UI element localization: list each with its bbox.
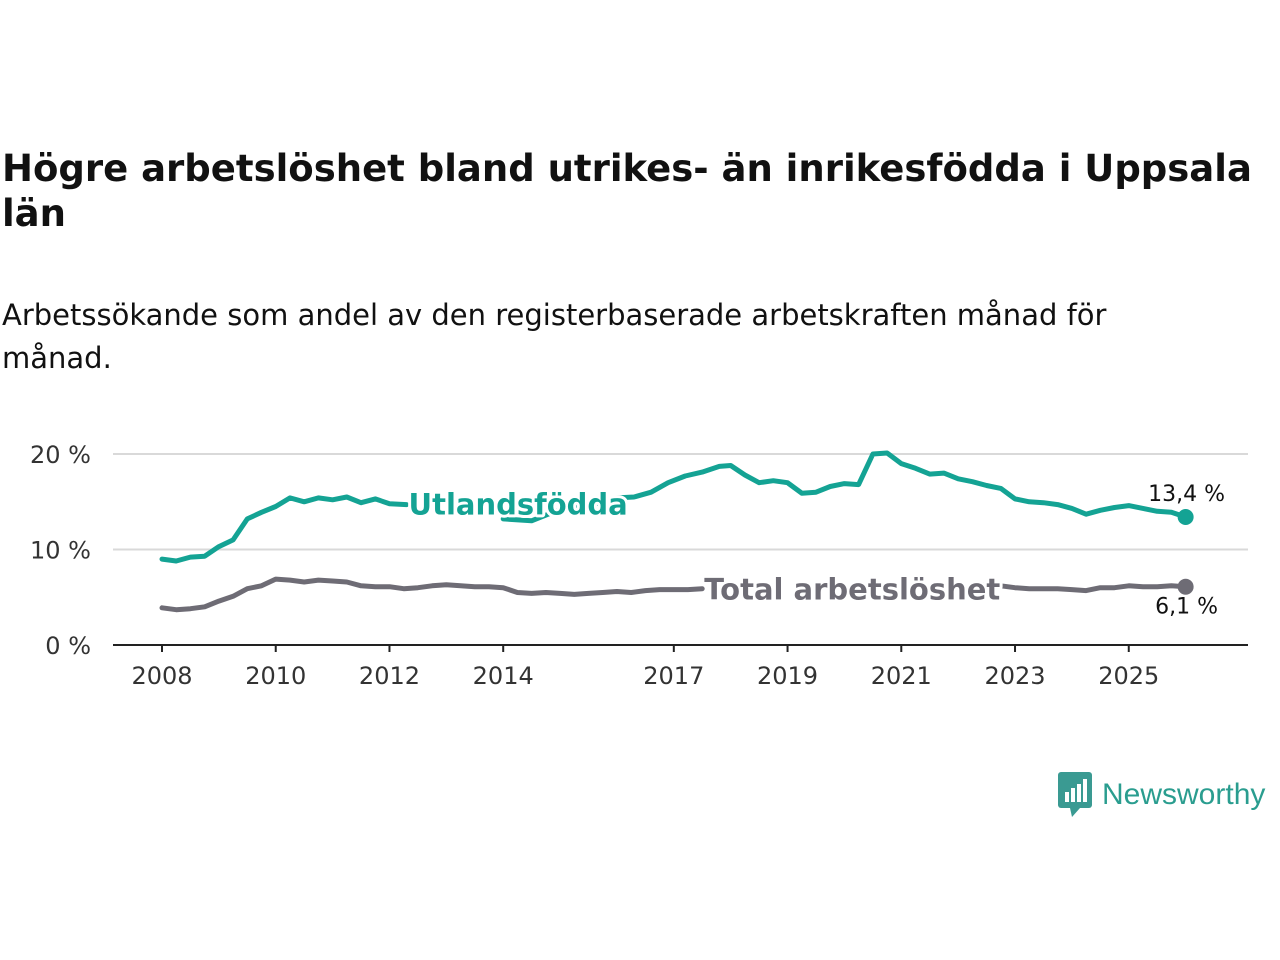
newsworthy-brand[interactable]: Newsworthy bbox=[1058, 772, 1265, 818]
newsworthy-logo-icon bbox=[1058, 772, 1092, 817]
x-tick-label: 2023 bbox=[984, 662, 1045, 690]
y-tick-label: 10 % bbox=[30, 537, 91, 565]
y-tick-label: 20 % bbox=[30, 441, 91, 469]
chart-title: Högre arbetslöshet bland utrikes- än inr… bbox=[2, 147, 1252, 235]
series-line-total bbox=[159, 576, 705, 613]
gridlines bbox=[113, 453, 1248, 646]
x-tick-label: 2025 bbox=[1098, 662, 1159, 690]
brand-name: Newsworthy bbox=[1102, 778, 1266, 811]
chart-subtitle: Arbetssökande som andel av den registerb… bbox=[2, 298, 1107, 375]
y-tick-label: 0 % bbox=[45, 632, 91, 660]
series-line-utlandsfodda bbox=[159, 494, 409, 564]
x-tick-label: 2019 bbox=[757, 662, 818, 690]
series-end-marker bbox=[1177, 509, 1194, 526]
series-line-total bbox=[978, 582, 1189, 594]
series-end-marker bbox=[1177, 578, 1194, 595]
series-lines bbox=[159, 450, 1194, 613]
x-tick-label: 2012 bbox=[359, 662, 420, 690]
series-labels: 13,4 % Utlandsfödda 6,1 % Total arbetslöshe… bbox=[406, 482, 1226, 620]
series-end-label: 13,4 % bbox=[1148, 482, 1225, 507]
x-axis-ticks: 2008 2010 2012 2014 2017 2019 2021 2023 2025 bbox=[131, 645, 1159, 690]
x-tick-label: 2017 bbox=[643, 662, 704, 690]
x-tick-label: 2008 bbox=[131, 662, 192, 690]
x-tick-label: 2010 bbox=[245, 662, 306, 690]
x-tick-label: 2014 bbox=[473, 662, 534, 690]
x-tick-label: 2021 bbox=[871, 662, 932, 690]
series-line-utlandsfodda bbox=[500, 450, 1189, 524]
y-axis-ticks: 0 % 10 % 20 % bbox=[30, 441, 91, 660]
series-name-label: Utlandsfödda bbox=[409, 488, 628, 522]
series-end-label: 6,1 % bbox=[1155, 595, 1218, 620]
series-name-label: Total arbetslöshet bbox=[704, 573, 1000, 607]
line-chart: 0 % 10 % 20 % 2008 2010 2012 2014 2017 2019 2021… bbox=[30, 441, 1248, 690]
